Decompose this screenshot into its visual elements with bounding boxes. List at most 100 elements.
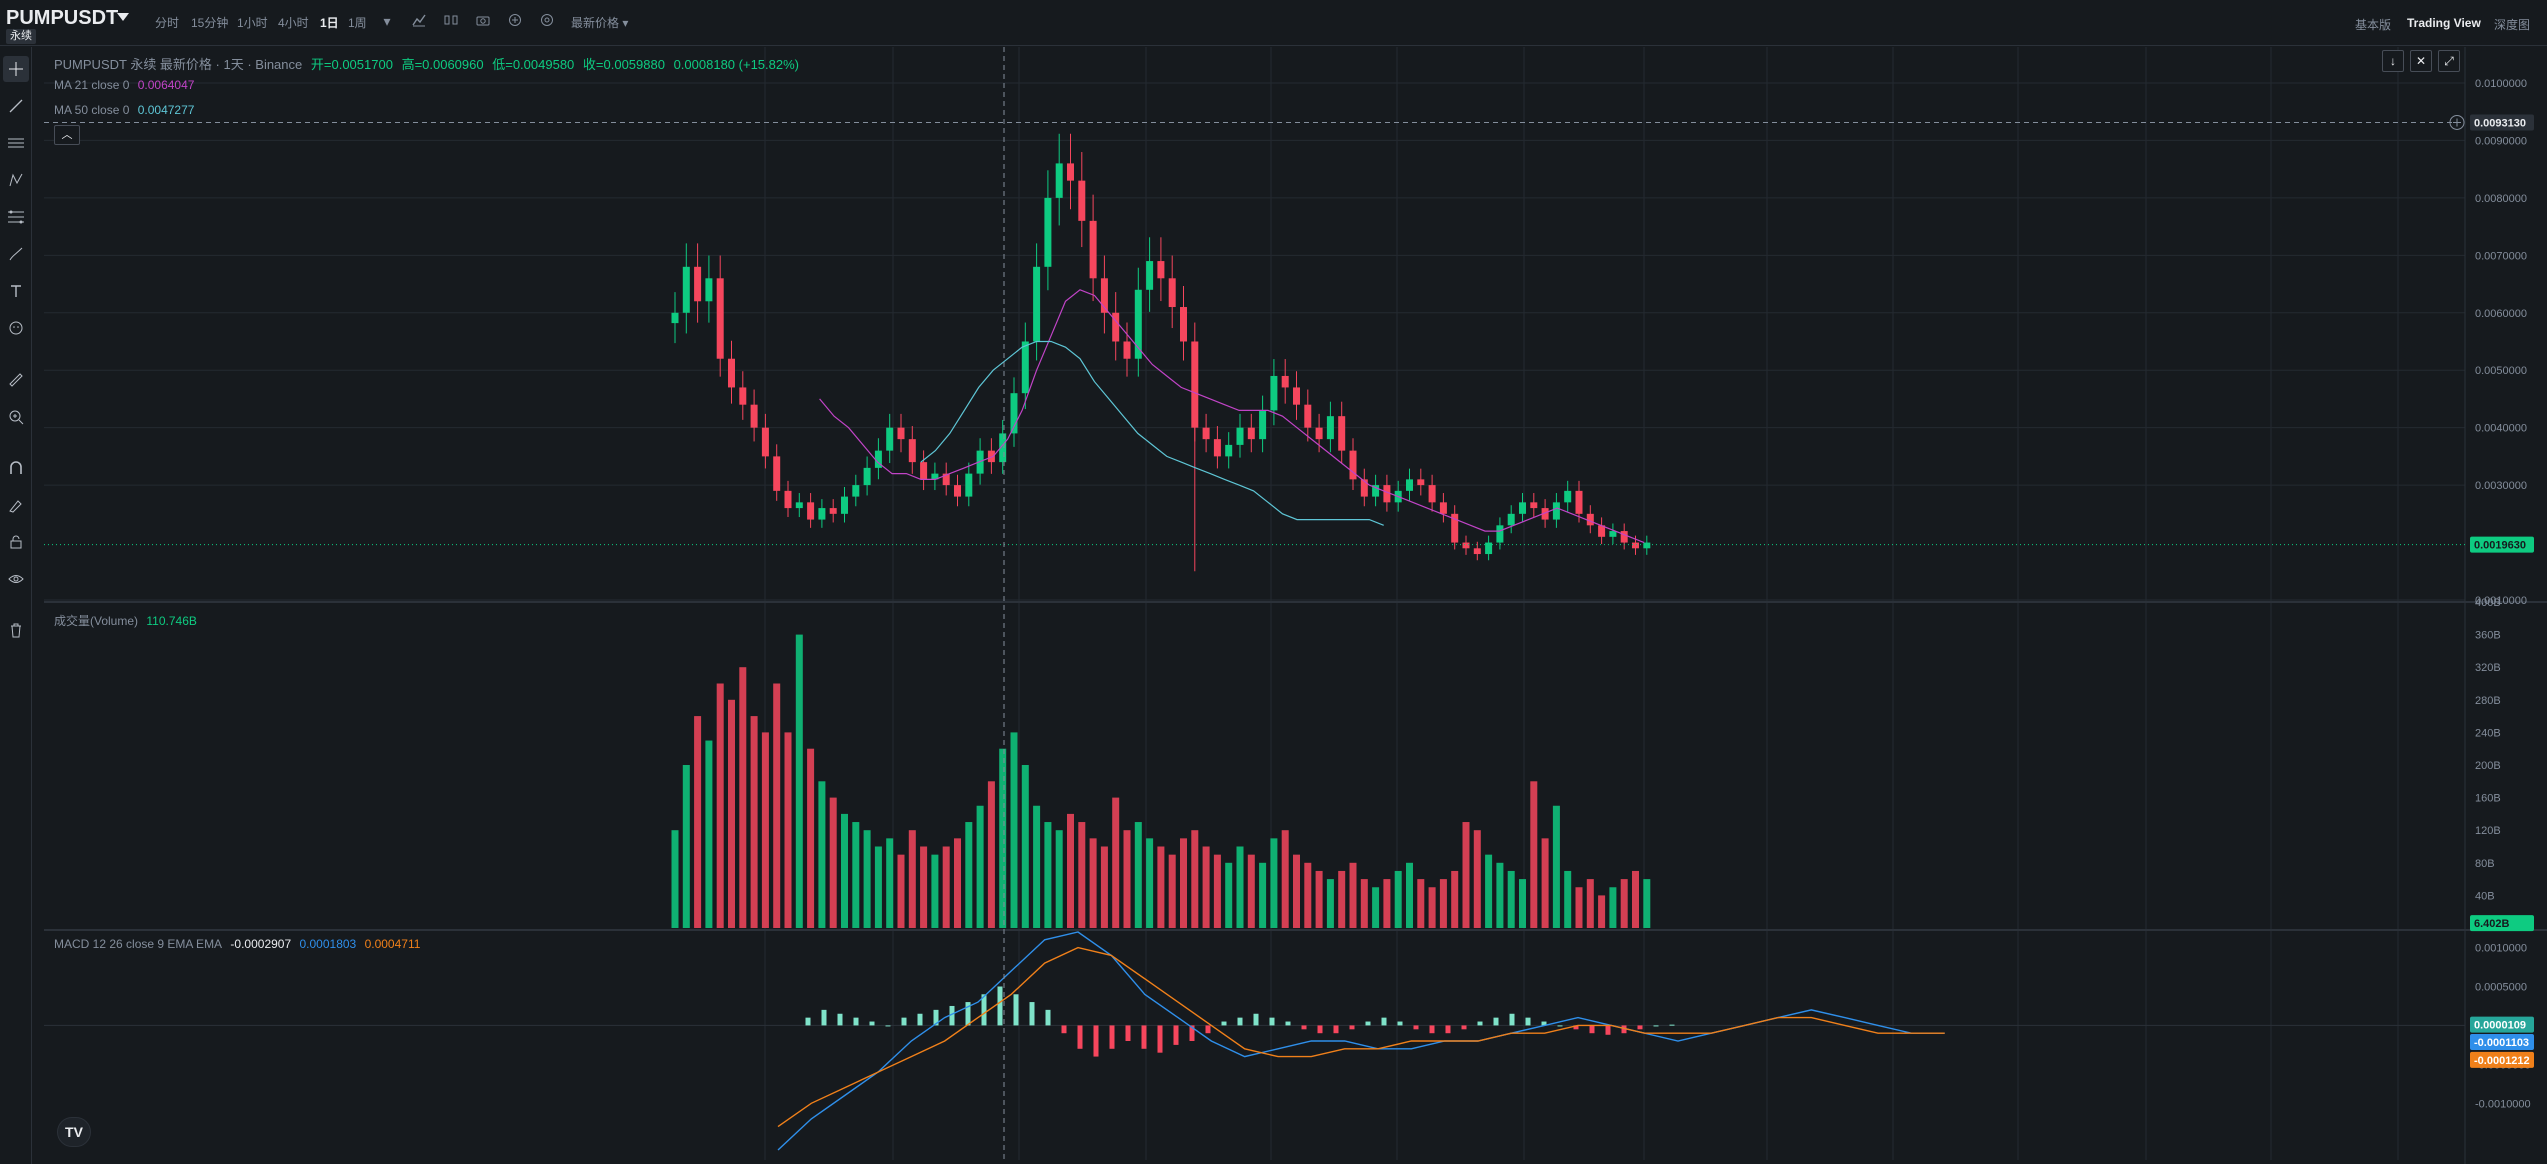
view-depth[interactable]: 深度图: [2494, 18, 2531, 32]
volume-bar: [1598, 895, 1606, 928]
brush-icon[interactable]: [3, 241, 29, 267]
emoji-icon[interactable]: [3, 315, 29, 341]
volume-bar: [1180, 838, 1187, 928]
view-tradingview[interactable]: Trading View: [2407, 16, 2481, 30]
candle-body: [1564, 490, 1572, 503]
fibonacci-icon[interactable]: [3, 204, 29, 230]
volume-bar: [874, 846, 882, 928]
macd-histogram-bar: [1205, 1025, 1211, 1034]
timeframe-tab[interactable]: 1小时: [237, 16, 268, 30]
candle-body: [852, 485, 860, 497]
candle-body: [784, 490, 792, 509]
macd-histogram-bar: [1669, 1024, 1675, 1026]
volume-bar: [1112, 797, 1120, 928]
chevron-down-icon[interactable]: [117, 13, 129, 21]
volume-bar: [1225, 862, 1233, 928]
ruler-icon[interactable]: [3, 367, 29, 393]
symbol-title[interactable]: PUMPUSDT: [6, 7, 119, 29]
fullscreen-button[interactable]: ⤢: [2438, 50, 2460, 72]
volume-bar: [1010, 732, 1018, 928]
add-alert-icon: [2449, 114, 2465, 130]
volume-layer: [671, 634, 1651, 928]
macd-histogram-bar: [1237, 1017, 1243, 1026]
volume-bar: [1394, 870, 1402, 928]
price-type-select[interactable]: 最新价格 ▾: [571, 16, 629, 30]
volume-bar: [1236, 846, 1244, 928]
price-tick-label: 0.0100000: [2475, 78, 2527, 90]
add-alert-plus-icon: [2453, 118, 2461, 127]
volume-bar: [931, 854, 939, 928]
lock-pencil-icon[interactable]: [3, 492, 29, 518]
macd-histogram-bar: [805, 1017, 811, 1026]
settings-icon[interactable]: [538, 12, 556, 30]
candle-body: [1609, 531, 1617, 537]
candle-body: [750, 404, 758, 428]
indicators-icon[interactable]: [442, 12, 460, 30]
volume-bar: [1575, 887, 1583, 928]
zoom-in-icon[interactable]: [3, 404, 29, 430]
candle-body: [897, 427, 905, 440]
macd-histogram-bar: [1141, 1025, 1147, 1049]
candle-body: [886, 427, 894, 451]
timeframe-tab[interactable]: 15分钟: [191, 16, 229, 30]
volume-tick-label: 400B: [2475, 597, 2501, 609]
timeframe-tab[interactable]: 分时: [155, 16, 180, 30]
timeframe-tab[interactable]: 1周: [348, 16, 367, 30]
pattern-icon[interactable]: [3, 167, 29, 193]
collapse-button[interactable]: ✕: [2410, 50, 2432, 72]
add-icon[interactable]: [506, 12, 524, 30]
macd-histogram-bar: [885, 1025, 891, 1027]
macd-histogram-bar: [949, 1005, 955, 1026]
download-button[interactable]: ↓: [2382, 50, 2404, 72]
candle-body: [716, 278, 724, 359]
ma50-legend[interactable]: MA 50 close 0 0.0047277: [54, 103, 199, 117]
collapse-legend-button[interactable]: ︿: [54, 125, 80, 145]
timeframe-dropdown-icon[interactable]: ▾: [383, 13, 391, 29]
camera-icon[interactable]: [474, 12, 492, 30]
eye-icon[interactable]: [3, 566, 29, 592]
crosshair-price-label: 0.0093130: [2474, 117, 2526, 129]
trendline-icon[interactable]: [3, 93, 29, 119]
volume-bar: [1146, 838, 1154, 928]
magnet-icon[interactable]: [3, 455, 29, 481]
ma21-legend[interactable]: MA 21 close 0 0.0064047: [54, 78, 199, 92]
price-tick-label: 0.0070000: [2475, 250, 2527, 262]
timeframe-tab-active[interactable]: 1日: [320, 16, 339, 30]
candle-body: [965, 473, 973, 497]
volume-bar: [1247, 854, 1255, 928]
volume-bar: [1349, 862, 1357, 928]
volume-legend[interactable]: 成交量(Volume) 110.746B: [54, 612, 202, 629]
volume-bar: [1281, 830, 1289, 928]
main-legend: PUMPUSDT 永续 最新价格 · 1天 · Binance 开=0.0051…: [54, 54, 804, 73]
horizontal-lines-icon[interactable]: [3, 130, 29, 156]
candle-body: [841, 496, 848, 514]
volume-label: 成交量(Volume): [54, 614, 139, 628]
lock-icon[interactable]: [3, 529, 29, 555]
macd-histogram-bar: [1157, 1025, 1163, 1053]
macd-histogram-bar: [1365, 1021, 1371, 1026]
volume-bar: [1021, 765, 1029, 928]
macd-hist-label: 0.0000109: [2474, 1020, 2526, 1032]
candle-body: [999, 433, 1007, 463]
view-basic[interactable]: 基本版: [2355, 18, 2392, 32]
macd-legend[interactable]: MACD 12 26 close 9 EMA EMA -0.0002907 0.…: [54, 937, 425, 951]
crosshair-icon[interactable]: [3, 56, 29, 82]
candle-body: [1383, 485, 1391, 503]
volume-bar: [1564, 870, 1572, 928]
trash-icon[interactable]: [3, 617, 29, 643]
volume-bar: [795, 634, 803, 928]
timeframe-tab[interactable]: 4小时: [278, 16, 309, 30]
legend-open: 开=0.0051700: [310, 57, 393, 72]
macd-histogram-bar: [1349, 1025, 1355, 1030]
perpetual-badge: 永续: [6, 29, 36, 44]
ma50-line: [920, 340, 1384, 526]
macd-histogram-bar: [1413, 1025, 1419, 1030]
macd-histogram-bar: [1109, 1025, 1115, 1049]
tradingview-logo[interactable]: TV: [57, 1117, 91, 1147]
text-tool-icon[interactable]: [3, 278, 29, 304]
macd-histogram-bar: [869, 1021, 875, 1026]
candle-body: [1541, 508, 1549, 520]
chart-type-icon[interactable]: [410, 12, 428, 30]
macd-histogram-bar: [1381, 1017, 1387, 1026]
